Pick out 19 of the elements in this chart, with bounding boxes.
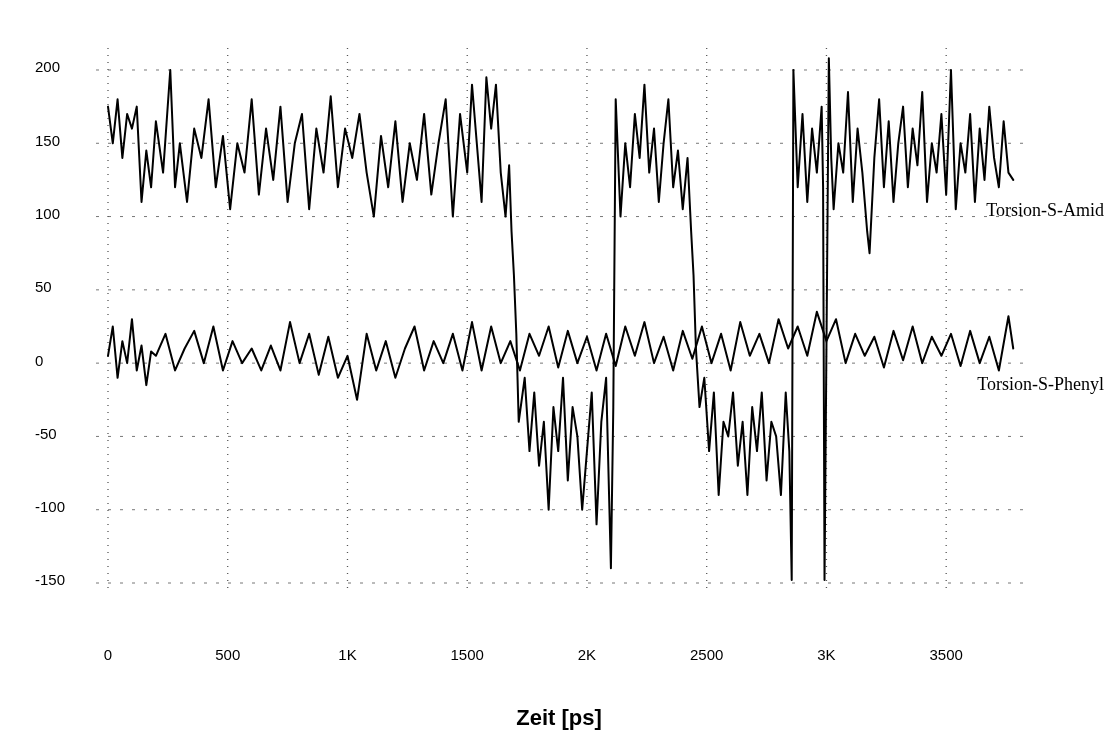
x-tick-label: 2K — [577, 646, 597, 663]
x-tick-label: 500 — [215, 646, 241, 663]
x-axis-title: Zeit [ps] — [516, 705, 602, 730]
x-tick-label: 1K — [338, 646, 357, 663]
y-tick-label: 150 — [35, 131, 61, 149]
y-tick-label: 0 — [35, 351, 44, 369]
y-tick-label: -50 — [35, 424, 57, 442]
y-tick-label: 100 — [35, 205, 61, 223]
y-tick-label: 200 — [35, 58, 61, 76]
y-tick-label: -100 — [35, 498, 66, 516]
x-tick-label: 3500 — [929, 646, 963, 663]
y-tick-label: -150 — [35, 571, 66, 589]
x-tick-label: 2500 — [690, 646, 724, 663]
x-tick-label: 0 — [103, 646, 113, 663]
y-tick-label: 50 — [35, 278, 52, 296]
series-label: Torsion-S-Phenyl — [977, 374, 1104, 395]
x-tick-label: 3K — [817, 646, 836, 663]
series-label: Torsion-S-Amid — [986, 199, 1104, 220]
x-tick-label: 1500 — [450, 646, 484, 663]
